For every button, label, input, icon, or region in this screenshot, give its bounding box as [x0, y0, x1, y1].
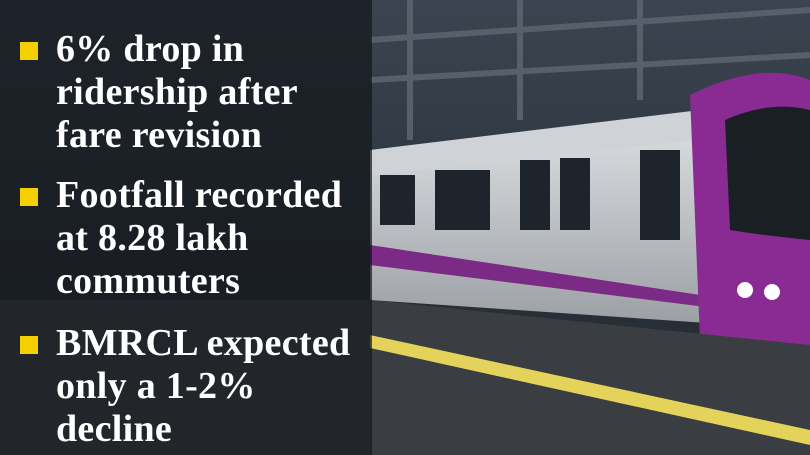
- bullet-line: only a 1-2%: [56, 365, 256, 407]
- bullet-line: Footfall recorded: [56, 174, 343, 216]
- bullet-line: fare revision: [56, 114, 263, 156]
- text-panel: 6% drop in ridership after fare revision Fo…: [0, 0, 372, 455]
- bullet-text: BMRCL expected only a 1-2% decline: [56, 322, 350, 451]
- bullet-line: ridership after: [56, 71, 298, 113]
- bullet-square: [20, 336, 38, 354]
- bullet-square: [20, 188, 38, 206]
- bullet-line: decline: [56, 408, 173, 450]
- bullet-line: 6% drop in: [56, 28, 245, 70]
- bullet-square: [20, 42, 38, 60]
- bullet-text: Footfall recorded at 8.28 lakh commuters: [56, 174, 342, 303]
- bullet-line: at 8.28 lakh: [56, 217, 249, 259]
- bullet-line: BMRCL expected: [56, 322, 351, 364]
- bullet-text: 6% drop in ridership after fare revision: [56, 28, 298, 157]
- bullet-line: commuters: [56, 260, 241, 302]
